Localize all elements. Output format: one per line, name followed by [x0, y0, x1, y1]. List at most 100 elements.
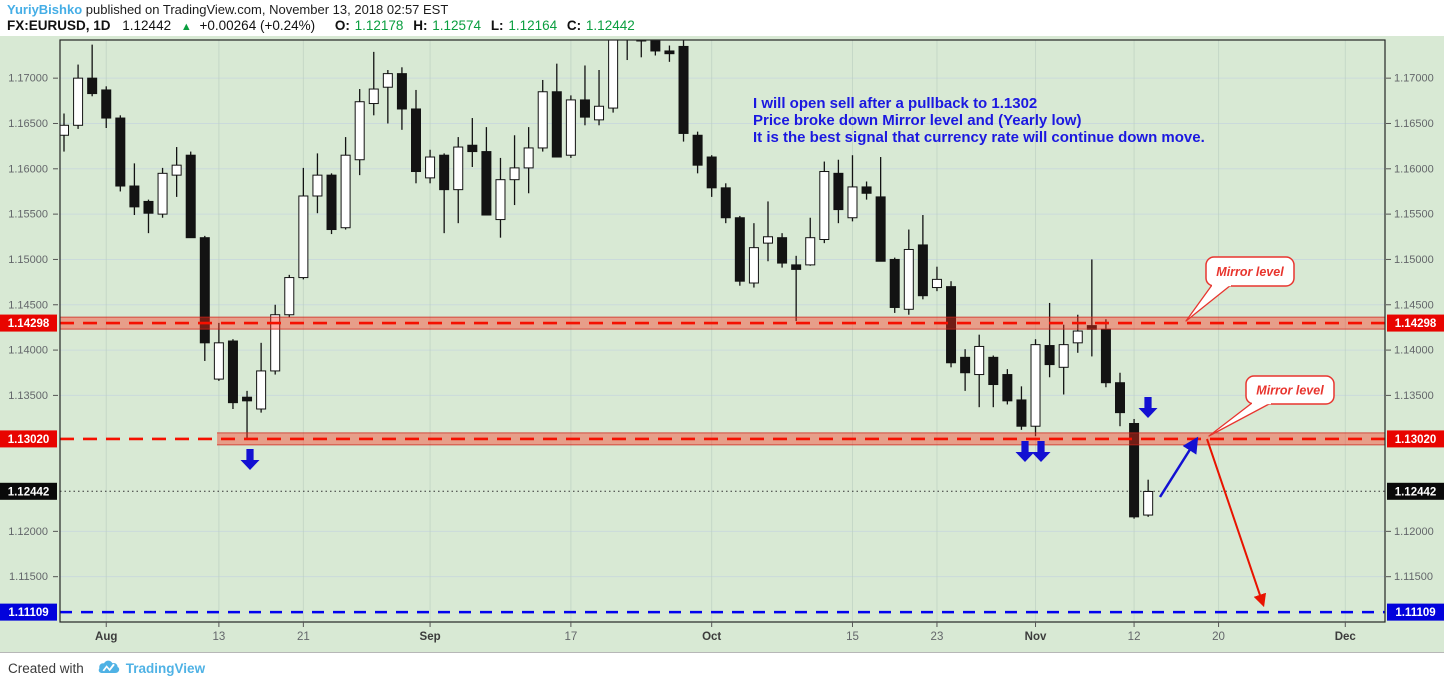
- candle: [626, 40, 628, 61]
- symbol-name[interactable]: FX:EURUSD, 1D: [7, 18, 111, 33]
- candle: [875, 157, 886, 262]
- price-tick-label: 1.15500: [8, 209, 48, 221]
- candle: [608, 40, 619, 113]
- time-tick-label: 23: [931, 631, 944, 643]
- candle: [1016, 386, 1027, 430]
- time-axis[interactable]: Aug 13 21 Sep 17 Oct 15 23 Nov 12 20 Dec: [95, 622, 1356, 643]
- candle: [692, 131, 703, 174]
- price-tick-label: 1.15000: [1394, 254, 1434, 266]
- attribution-footer: Created with TradingView: [0, 653, 1444, 684]
- candle: [270, 304, 281, 375]
- down-arrow-marker[interactable]: [1015, 441, 1035, 462]
- candle: [1002, 369, 1013, 405]
- price-tick-label: 1.11500: [9, 571, 48, 583]
- down-arrow-marker[interactable]: [240, 449, 260, 470]
- chart-container: 1.17000 1.17000 1.16500 1.16500 1.16000 1.160…: [0, 36, 1444, 653]
- candle: [734, 215, 745, 286]
- price-tick-label: 1.14000: [8, 345, 48, 357]
- candle: [242, 390, 253, 439]
- publish-header: YuriyBishko published on TradingView.com…: [0, 0, 1444, 36]
- down-arrow-marker[interactable]: [1138, 397, 1158, 418]
- mirror-level-band[interactable]: [60, 432, 1385, 446]
- tradingview-brand-link[interactable]: TradingView: [125, 661, 206, 676]
- trend-arrow[interactable]: [1206, 438, 1267, 608]
- time-tick-label: Aug: [95, 631, 117, 643]
- candle: [411, 89, 421, 184]
- open-value: 1.12178: [354, 18, 404, 33]
- candle: [579, 65, 590, 126]
- svg-text:1.14298: 1.14298: [1395, 318, 1437, 330]
- candle: [1143, 479, 1154, 517]
- time-tick-label: Sep: [420, 631, 441, 643]
- candle: [664, 45, 675, 62]
- mirror-level-callout[interactable]: Mirror level: [1185, 256, 1295, 322]
- candle: [143, 199, 154, 234]
- time-tick-label: 21: [297, 631, 310, 643]
- author-link[interactable]: YuriyBishko: [7, 2, 83, 17]
- down-arrow-marker[interactable]: [1031, 441, 1051, 462]
- candle: [368, 51, 379, 116]
- candle: [495, 157, 506, 238]
- svg-text:Price broke down Mirror level: Price broke down Mirror level and (Yearl…: [753, 112, 1081, 129]
- svg-text:1.13020: 1.13020: [1395, 434, 1437, 446]
- mirror-level-band[interactable]: [60, 316, 1385, 330]
- candle: [256, 342, 267, 413]
- candle: [777, 233, 788, 268]
- candle: [706, 155, 717, 197]
- trend-arrow[interactable]: [1158, 436, 1199, 498]
- trade-note-text[interactable]: I will open sell after a pullback to 1.1…: [753, 95, 1205, 146]
- candle: [537, 79, 548, 152]
- candle: [312, 153, 323, 214]
- price-tick-label: 1.15500: [1394, 209, 1434, 221]
- svg-text:1.11109: 1.11109: [8, 607, 48, 619]
- candle: [60, 113, 69, 152]
- candle: [523, 127, 534, 194]
- candles-series: [60, 40, 1154, 519]
- price-tick-label: 1.14000: [1394, 345, 1434, 357]
- chart-plot-area[interactable]: [60, 40, 1385, 622]
- candle: [819, 161, 830, 244]
- svg-text:It is the best signal that cur: It is the best signal that currency rate…: [753, 129, 1205, 146]
- candle: [199, 235, 210, 361]
- price-tick-label: 1.13500: [1394, 390, 1434, 402]
- time-tick-label: Dec: [1335, 631, 1357, 643]
- candle: [1030, 339, 1041, 437]
- candle: [340, 137, 351, 230]
- price-tick-label: 1.12000: [1394, 526, 1434, 538]
- price-axis[interactable]: 1.17000 1.17000 1.16500 1.16500 1.16000 1.160…: [8, 73, 1434, 584]
- svg-text:1.13020: 1.13020: [8, 434, 50, 446]
- candle: [509, 135, 520, 206]
- high-value: 1.12574: [432, 18, 482, 33]
- candle: [748, 223, 759, 288]
- candle: [650, 40, 661, 56]
- candle: [847, 155, 858, 222]
- candle: [960, 349, 971, 391]
- candle: [227, 339, 238, 409]
- time-tick-label: 13: [212, 631, 225, 643]
- candle: [861, 181, 872, 200]
- close-label: C:: [566, 18, 582, 33]
- price-tick-label: 1.17000: [8, 73, 48, 85]
- callout-label: Mirror level: [1256, 384, 1324, 398]
- candle: [439, 153, 450, 234]
- candle: [101, 86, 112, 129]
- yearly-low-price-chip: 1.11109: [0, 603, 57, 621]
- low-value: 1.12164: [508, 18, 558, 33]
- candle: [326, 173, 337, 235]
- price-tick-label: 1.16000: [1394, 163, 1434, 175]
- candle: [988, 355, 999, 408]
- candle: [551, 63, 562, 158]
- svg-text:1.14298: 1.14298: [8, 318, 50, 330]
- high-label: H:: [413, 18, 428, 33]
- candle: [213, 322, 224, 381]
- candle: [833, 159, 844, 224]
- time-tick-label: 15: [846, 631, 859, 643]
- candle: [791, 255, 802, 322]
- candlestick-chart: 1.17000 1.17000 1.16500 1.16500 1.16000 1.160…: [0, 36, 1444, 652]
- mirror-level-callout[interactable]: Mirror level: [1208, 375, 1335, 437]
- candle: [453, 137, 464, 224]
- tradingview-logo-icon[interactable]: [98, 659, 120, 679]
- open-label: O:: [334, 18, 350, 33]
- candle: [185, 151, 196, 239]
